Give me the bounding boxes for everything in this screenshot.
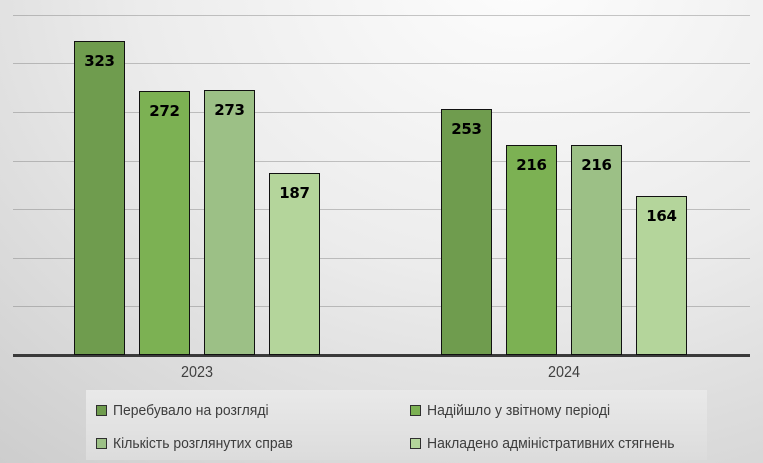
bar-value-label: 216 — [581, 156, 612, 174]
legend-marker-perebuvalo — [96, 404, 107, 416]
x-axis-line — [13, 354, 750, 357]
bar-value-label: 273 — [214, 101, 245, 119]
legend-item-nadiyshlo: Надійшло у звітному періоді — [410, 401, 624, 419]
legend-label: Накладено адміністративних стягнень — [427, 434, 675, 452]
legend: Перебувало на розгляді Надійшло у звітно… — [86, 390, 707, 460]
bar-value-label: 323 — [84, 52, 115, 70]
legend-marker-rozglyanutykh — [96, 437, 107, 449]
legend-marker-nadiyshlo — [410, 404, 421, 416]
gridline — [13, 63, 750, 64]
gridline — [13, 161, 750, 162]
bar-value-label: 253 — [451, 120, 482, 138]
legend-marker-styagnen — [410, 437, 421, 449]
gridline — [13, 15, 750, 16]
legend-label: Надійшло у звітному періоді — [427, 401, 611, 419]
bar-2023-series1: 272 — [139, 91, 190, 355]
legend-item-styagnen: Накладено адміністративних стягнень — [410, 434, 693, 452]
bar-value-label: 164 — [646, 207, 677, 225]
gridline — [13, 112, 750, 113]
bar-2024-series1: 216 — [506, 145, 557, 355]
bar-2023-series0: 323 — [74, 41, 125, 355]
x-axis-label-2023: 2023 — [180, 364, 214, 381]
bar-2024-series3: 164 — [636, 196, 687, 355]
bar-2023-series2: 273 — [204, 90, 255, 355]
bar-value-label: 272 — [149, 102, 180, 120]
x-axis-label-2024: 2024 — [547, 364, 581, 381]
bar-2023-series3: 187 — [269, 173, 320, 355]
bar-value-label: 216 — [516, 156, 547, 174]
legend-item-rozglyanutykh: Кількість розглянутих справ — [96, 434, 306, 452]
bar-2024-series0: 253 — [441, 109, 492, 355]
legend-item-perebuvalo: Перебувало на розгляді — [96, 401, 280, 419]
bar-2024-series2: 216 — [571, 145, 622, 355]
plot-area: 2023 2024 323 272 273 187 253 216 216 164 — [13, 15, 750, 381]
gridline — [13, 209, 750, 210]
legend-label: Перебувало на розгляді — [113, 401, 269, 419]
bar-value-label: 187 — [279, 184, 310, 202]
legend-label: Кількість розглянутих справ — [113, 434, 293, 452]
gridline — [13, 306, 750, 307]
gridline — [13, 258, 750, 259]
